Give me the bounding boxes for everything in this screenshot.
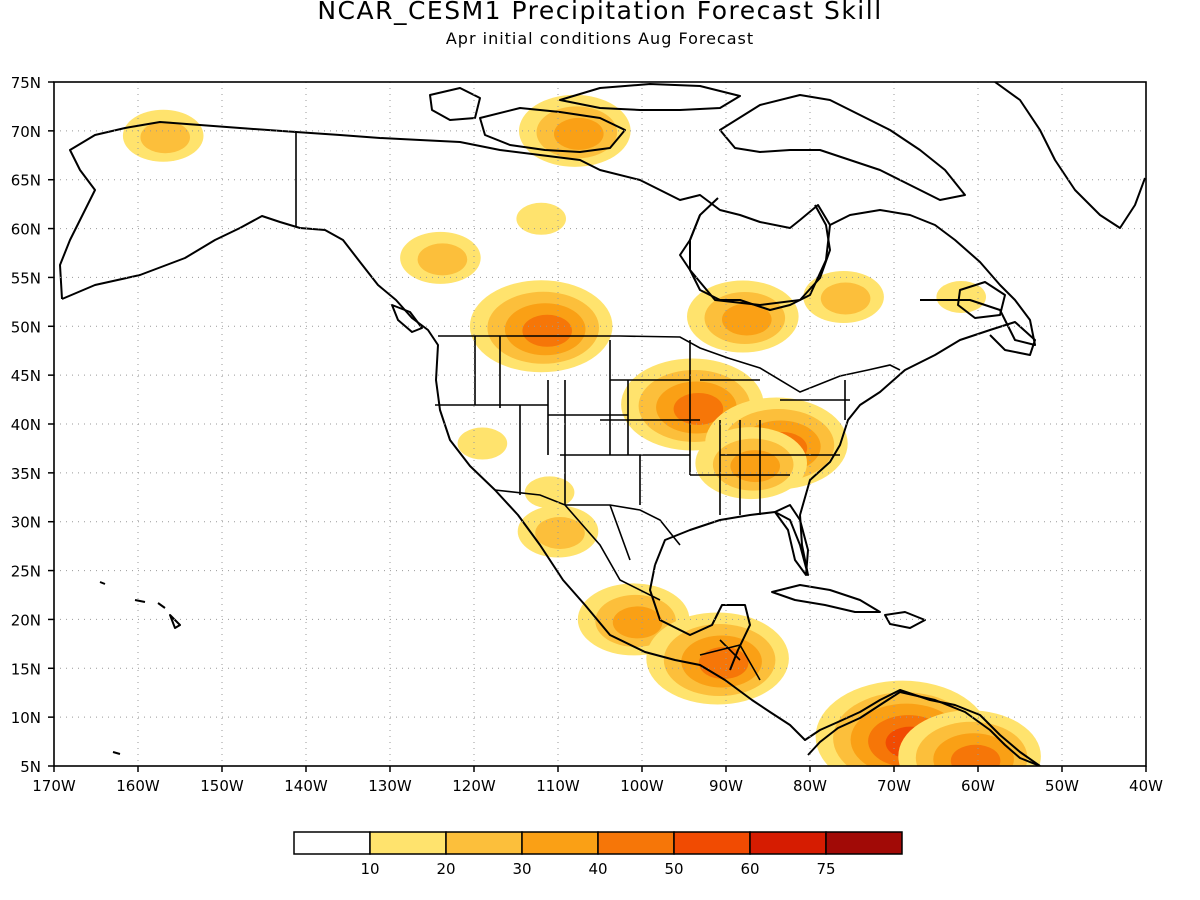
legend-swatch	[521, 831, 599, 855]
gulf-coast	[654, 321, 1036, 576]
cuba	[771, 584, 881, 613]
coastline-layer	[59, 82, 1146, 766]
hudson-bay-shore	[689, 204, 831, 306]
chart-title: NCAR_CESM1 Precipitation Forecast Skill	[317, 0, 883, 25]
lat-tick-label: 40N	[11, 416, 41, 434]
us-canada-border	[438, 335, 901, 393]
color-legend: 10 20 30 40 50 60 75	[293, 831, 903, 878]
longitude-tick-labels: 170W 160W 150W 140W 130W 120W 110W 100W 90W 80W 70…	[32, 766, 1163, 795]
lon-tick-label: 40W	[1129, 777, 1163, 795]
skill-contour-11-level-3	[730, 450, 780, 483]
skill-contour-6-level-3	[722, 303, 772, 336]
hawaii-islands	[99, 581, 181, 755]
skill-contour-13-level-1	[524, 476, 575, 509]
labrador-coast	[829, 209, 1036, 346]
legend-label: 60	[740, 860, 759, 878]
lat-tick-label: 15N	[11, 660, 41, 678]
legend-label: 20	[436, 860, 455, 878]
north-america-coastline	[61, 215, 1041, 766]
arctic-mainland-coast	[59, 121, 831, 311]
lat-tick-label: 5N	[20, 758, 41, 776]
lat-tick-label: 55N	[11, 269, 41, 287]
lon-tick-label: 150W	[200, 777, 244, 795]
skill-contour-8-level-1	[936, 280, 986, 313]
south-america-coast	[807, 691, 1041, 766]
legend-swatch	[825, 831, 903, 855]
legend-label: 50	[664, 860, 683, 878]
skill-contour-18-level-4	[950, 744, 1001, 766]
lat-tick-label: 10N	[11, 709, 41, 727]
skill-contour-2-level-3	[554, 117, 604, 150]
florida	[774, 504, 809, 576]
victoria-island	[479, 107, 626, 153]
lat-tick-label: 45N	[11, 367, 41, 385]
legend-label: 10	[360, 860, 379, 878]
newfoundland	[957, 281, 1006, 319]
hispaniola	[884, 611, 926, 629]
lat-tick-label: 50N	[11, 318, 41, 336]
legend-swatch	[293, 831, 371, 855]
vancouver-island	[391, 304, 423, 333]
legend-swatch	[445, 831, 523, 855]
legend-swatch	[369, 831, 447, 855]
lat-tick-label: 75N	[11, 74, 41, 92]
us-state-lines	[435, 336, 850, 515]
lon-tick-label: 160W	[116, 777, 160, 795]
mexico-states	[564, 504, 761, 681]
lat-tick-label: 35N	[11, 465, 41, 483]
lat-tick-label: 60N	[11, 221, 41, 239]
legend-label: 40	[588, 860, 607, 878]
lon-tick-label: 70W	[877, 777, 911, 795]
lon-tick-label: 100W	[620, 777, 664, 795]
baffin-island	[719, 94, 966, 201]
lon-tick-label: 80W	[793, 777, 827, 795]
lat-tick-label: 70N	[11, 123, 41, 141]
greenland-coast	[994, 82, 1146, 229]
lon-tick-label: 120W	[452, 777, 496, 795]
skill-contour-14-level-2	[535, 516, 585, 549]
skill-contour-4-level-2	[417, 243, 468, 276]
legend-label: 30	[512, 860, 531, 878]
skill-contour-15-level-3	[612, 606, 663, 639]
latitude-tick-labels: 75N 70N 65N 60N 55N 50N 45N 40N 35N 30N 25N 20N 15N 1…	[11, 74, 54, 776]
yucatan-coast	[649, 564, 751, 671]
lon-tick-label: 170W	[32, 777, 76, 795]
political-boundaries	[295, 132, 901, 681]
lon-tick-label: 60W	[961, 777, 995, 795]
legend-swatch	[673, 831, 751, 855]
skill-contour-9-level-4	[673, 392, 724, 425]
lon-tick-label: 90W	[709, 777, 743, 795]
legend-swatch	[597, 831, 675, 855]
skill-shading-layer	[122, 94, 1041, 766]
skill-contour-3-level-1	[516, 202, 566, 235]
lat-tick-label: 20N	[11, 611, 41, 629]
skill-contour-12-level-1	[457, 427, 508, 460]
lon-tick-label: 50W	[1045, 777, 1079, 795]
skill-contour-5-level-4	[522, 314, 572, 347]
lat-tick-label: 25N	[11, 563, 41, 581]
skill-contour-16-level-4	[698, 647, 749, 680]
legend-swatch	[749, 831, 827, 855]
banks-island	[429, 87, 481, 121]
lon-tick-label: 140W	[284, 777, 328, 795]
lon-tick-label: 110W	[536, 777, 580, 795]
legend-label: 75	[816, 860, 835, 878]
lon-tick-label: 130W	[368, 777, 412, 795]
skill-contour-7-level-2	[820, 282, 871, 315]
lat-tick-label: 65N	[11, 172, 41, 190]
skill-contour-1-level-2	[140, 121, 190, 154]
lat-tick-label: 30N	[11, 514, 41, 532]
arctic-islands-north	[559, 83, 741, 111]
chart-subtitle: Apr initial conditions Aug Forecast	[445, 29, 755, 48]
graticule	[54, 82, 1146, 766]
